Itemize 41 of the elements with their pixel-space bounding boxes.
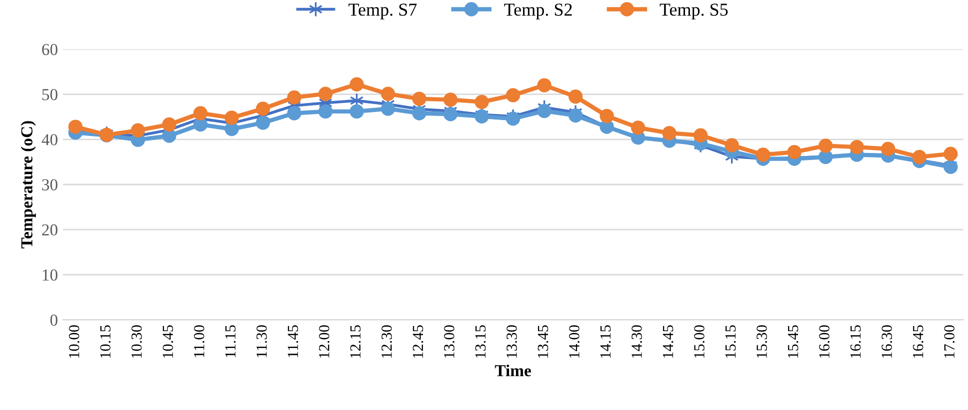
y-tick-label: 50	[42, 89, 58, 100]
x-tick-label: 13.45	[538, 325, 548, 358]
y-tick-label: 60	[42, 44, 58, 56]
legend-label: Temp. S7	[348, 4, 417, 20]
y-tick-label: 30	[42, 179, 58, 190]
x-tick-label: 12.45	[412, 325, 424, 358]
x-tick-label: 11.15	[225, 325, 236, 358]
x-tick-label: 14.15	[600, 325, 611, 358]
x-tick-label: 12.00	[319, 325, 330, 358]
x-tick-label: 12.30	[382, 325, 392, 358]
y-tick-label: 40	[42, 134, 58, 146]
x-tick-label: 11.00	[194, 325, 204, 358]
x-tick-label: 13.15	[475, 325, 486, 358]
x-tick-label: 16.30	[882, 325, 892, 358]
x-tick-label: 10.30	[131, 325, 142, 358]
x-tick-label: 15.15	[725, 325, 736, 358]
x-tick-label: 16.15	[850, 325, 861, 358]
x-tick-label: 13.30	[506, 325, 517, 358]
x-tick-label: 11.30	[256, 325, 267, 358]
x-tick-label: 14.45	[662, 325, 674, 358]
x-tick-label: 11.45	[288, 325, 298, 358]
x-tick-label: 12.15	[350, 325, 361, 358]
x-tick-label: 14.30	[632, 325, 642, 358]
legend-label: Temp. S5	[660, 4, 728, 20]
x-tick-label: 10.45	[162, 325, 174, 358]
x-tick-label: 15.45	[788, 325, 798, 358]
x-tick-label: 13.00	[444, 325, 454, 358]
y-tick-label: 10	[42, 269, 58, 281]
x-axis-title: Time	[494, 364, 531, 376]
x-tick-label: 15.30	[756, 325, 767, 358]
y-tick-label: 0	[50, 314, 58, 326]
x-tick-label: 14.00	[569, 325, 580, 358]
x-tick-label: 15.00	[694, 325, 704, 358]
x-tick-label: 16.45	[912, 325, 924, 358]
x-tick-label: 10.15	[100, 325, 111, 358]
y-axis-title: Temperature (oC)	[20, 121, 36, 248]
x-tick-label: 16.00	[819, 325, 830, 358]
legend-label: Temp. S2	[504, 4, 572, 20]
x-tick-label: 10.00	[68, 325, 80, 358]
x-tick-label: 17.00	[944, 325, 955, 358]
y-tick-label: 20	[42, 224, 58, 236]
